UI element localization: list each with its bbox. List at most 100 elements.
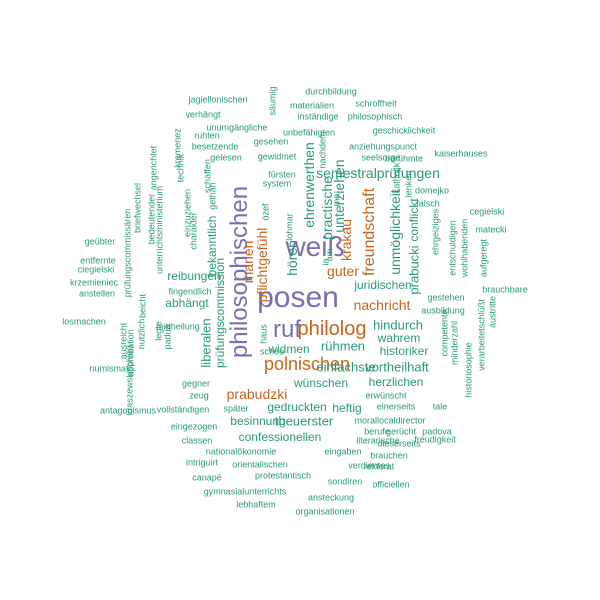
word-147: organisationen	[295, 506, 355, 517]
word-30: wünschen	[293, 376, 349, 390]
word-117: vollständigen	[156, 404, 210, 415]
word-146: lebhaftem	[236, 499, 276, 510]
word-130: dieserseits	[377, 438, 421, 449]
word-74: unterrichtsministerium	[154, 185, 165, 275]
word-102: özef	[260, 203, 271, 221]
word-96: verarbeitetschlüßt	[476, 299, 487, 371]
word-61: fürsten	[268, 169, 296, 180]
word-53: gesehen	[253, 136, 289, 147]
word-6: nachricht	[353, 297, 411, 313]
word-4: philolog	[297, 318, 367, 340]
word-124: einerseits	[376, 401, 416, 412]
word-60: kaiserhauses	[434, 148, 488, 159]
word-73: gethan	[207, 182, 218, 210]
word-142: sondiren	[327, 476, 363, 487]
word-48: unumgängliche	[206, 122, 268, 133]
word-136: intriguirt	[185, 457, 219, 468]
word-47: verhängt	[185, 109, 221, 120]
word-144: gymnasialunterrichts	[203, 486, 287, 497]
word-18: prabucki	[406, 245, 422, 295]
word-23: wahrem	[377, 331, 421, 345]
word-112: haus	[258, 324, 269, 344]
word-42: materialien	[289, 100, 335, 111]
word-34: besinnung	[230, 414, 286, 428]
word-40: liberalen	[198, 318, 214, 368]
word-28: widmen	[268, 342, 310, 356]
word-45: philosophisch	[347, 111, 403, 122]
word-12: freundschaft	[361, 187, 378, 277]
word-135: rektorat	[363, 461, 395, 472]
word-76: prüfungscommissären	[122, 208, 133, 298]
word-145: ansteckung	[307, 492, 355, 503]
word-69: technik	[175, 153, 186, 183]
word-10: guter	[327, 263, 359, 279]
word-122: classen	[181, 435, 213, 446]
word-139: freudigkeit	[414, 434, 456, 445]
word-81: anstellen	[78, 288, 116, 299]
word-100: ma	[331, 193, 342, 207]
word-90: ausbildung	[421, 305, 465, 316]
word-120: antagonismus	[99, 405, 157, 416]
word-39: prüfungscommission	[213, 257, 227, 369]
word-72: charakter	[188, 212, 199, 250]
word-104: ia	[320, 258, 331, 266]
word-121: eingezogen	[170, 421, 218, 432]
word-109: numismat	[89, 363, 129, 374]
word-93: competente	[439, 309, 450, 357]
word-3: ruf	[272, 316, 302, 343]
word-99: lenken	[403, 170, 414, 198]
word-79: ciegielski	[77, 264, 115, 275]
word-58: gelesen	[210, 152, 242, 163]
word-5: polnischen	[263, 354, 351, 374]
word-67: angerichtet	[148, 145, 159, 191]
word-84: cegielski	[469, 206, 505, 217]
word-119: beicht	[137, 293, 148, 319]
word-85: matecki	[475, 224, 507, 235]
word-141: protestantisch	[254, 470, 312, 481]
word-83: losmachen	[62, 316, 106, 327]
word-49: säumig	[267, 86, 278, 116]
word-46: jagiellonischen	[188, 94, 248, 105]
word-116: später	[223, 403, 249, 414]
word-107: mittheilung	[156, 321, 200, 332]
word-94: minderzahl	[449, 320, 460, 366]
word-125: tale	[432, 401, 448, 412]
word-65: ehrgeiziges	[430, 208, 441, 256]
word-26: herzlichen	[368, 375, 424, 389]
word-43: inständige	[297, 111, 339, 122]
word-25: vortheilhaft	[365, 359, 429, 375]
word-36: reibungen	[167, 269, 221, 283]
word-16: unmöglichkeit	[387, 189, 403, 275]
word-52: geschicklichkeit	[372, 125, 436, 136]
word-137: orientalischen	[232, 459, 288, 470]
word-24: historiker	[379, 344, 429, 358]
word-128: gerücht	[385, 426, 417, 437]
word-115: zeug	[189, 390, 209, 401]
word-91: entschuldigen	[447, 220, 458, 276]
word-80: krzemieniec	[69, 277, 119, 288]
word-98: katholik	[391, 162, 402, 194]
word-54: anziehungspunct	[348, 141, 418, 152]
word-63: system	[262, 178, 292, 189]
word-33: gedruckten	[267, 400, 327, 414]
word-132: eingaben	[324, 446, 362, 457]
word-62: domejko	[414, 185, 450, 196]
word-56: seelsorge	[361, 152, 401, 163]
word-106: nutzlich	[136, 318, 147, 350]
word-64: falsch	[416, 198, 440, 209]
word-55: besetzende	[191, 141, 239, 152]
word-129: padova	[422, 426, 452, 437]
word-138: literarische	[356, 435, 400, 446]
word-9: marien	[240, 240, 256, 284]
word-143: officiellen	[372, 479, 410, 490]
word-37: abhängt	[165, 296, 209, 310]
word-27: rühmen	[320, 338, 366, 354]
word-133: brauchen	[370, 450, 408, 461]
word-134: verdientes	[348, 460, 390, 471]
word-35: confessionellen	[238, 430, 322, 444]
word-22: hindurch	[373, 317, 423, 333]
word-20: practische	[319, 176, 335, 240]
word-77: geübter	[84, 236, 116, 247]
word-15: juridischen	[354, 278, 412, 292]
